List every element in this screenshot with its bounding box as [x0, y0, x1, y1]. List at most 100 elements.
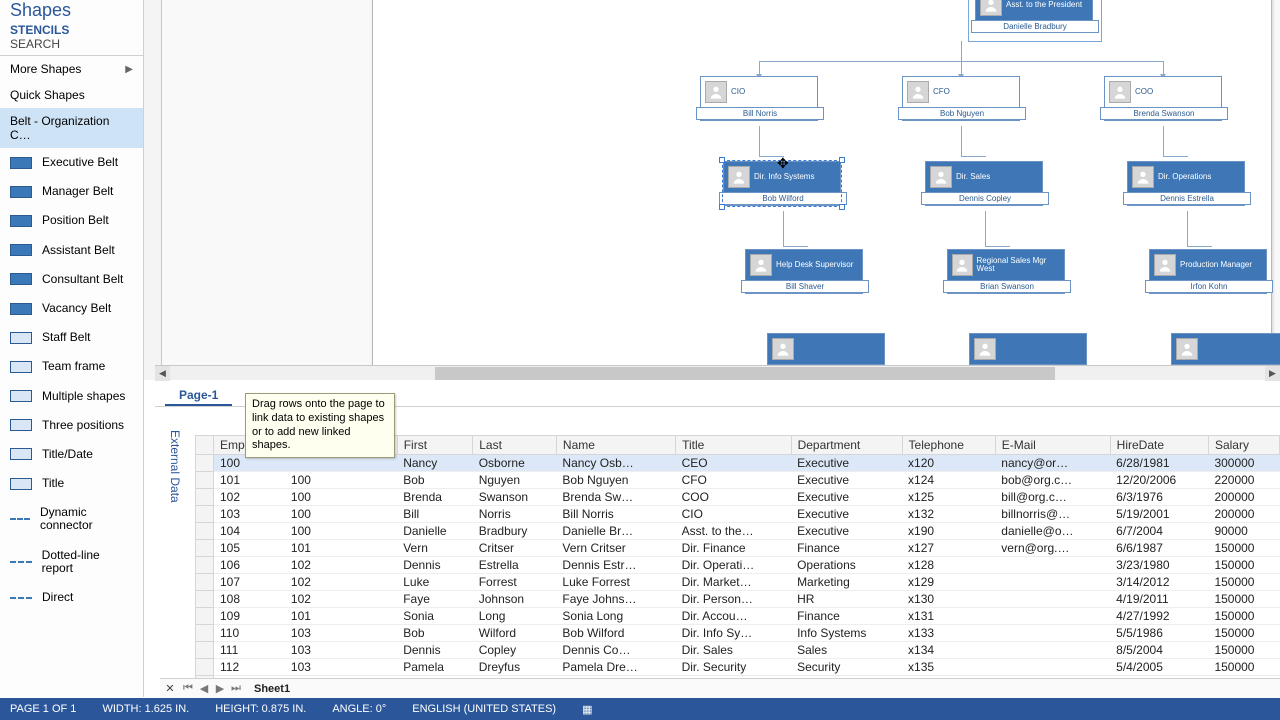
- shape-item[interactable]: Team frame: [0, 352, 143, 381]
- org-node-coo[interactable]: COOBrenda Swanson: [1104, 76, 1222, 121]
- status-height: HEIGHT: 0.875 IN.: [215, 703, 306, 715]
- macro-icon[interactable]: ▦: [582, 703, 592, 716]
- org-node-help[interactable]: Help Desk SupervisorBill Shaver: [745, 249, 863, 294]
- table-row[interactable]: 112103PamelaDreyfusPamela Dre…Dir. Secur…: [196, 659, 1280, 676]
- table-cell: 5/5/1986: [1110, 625, 1208, 642]
- column-header[interactable]: Title: [676, 436, 792, 455]
- tab-page-1[interactable]: Page-1: [165, 386, 232, 406]
- table-cell: Asst. to the…: [676, 523, 792, 540]
- table-row[interactable]: 105101VernCritserVern CritserDir. Financ…: [196, 540, 1280, 557]
- shape-item[interactable]: Three positions: [0, 411, 143, 440]
- table-cell: Dir. Operati…: [676, 557, 792, 574]
- shape-swatch-icon: [10, 332, 32, 344]
- table-cell: Bill: [397, 506, 473, 523]
- external-data-grid[interactable]: Empl…SupervisorIDFirstLastNameTitleDepar…: [195, 435, 1280, 678]
- sheet-prev-button[interactable]: ◀: [196, 682, 212, 695]
- org-node-cut2[interactable]: [969, 333, 1087, 365]
- horizontal-scrollbar[interactable]: ◀ ▶: [155, 365, 1280, 380]
- table-cell: Dir. Info Sy…: [676, 625, 792, 642]
- stencil-selected[interactable]: Belt - Organization C…: [0, 108, 143, 148]
- org-node-cfo[interactable]: CFOBob Nguyen: [902, 76, 1020, 121]
- tab-stencils[interactable]: STENCILS: [10, 23, 69, 37]
- table-cell: Brenda: [397, 489, 473, 506]
- drawing-page[interactable]: Asst. to the President Danielle Bradbury…: [372, 0, 1272, 365]
- column-header[interactable]: First: [397, 436, 473, 455]
- close-external-data-button[interactable]: ✕: [160, 682, 180, 695]
- table-row[interactable]: 111103DennisCopleyDennis Co…Dir. SalesSa…: [196, 642, 1280, 659]
- table-row[interactable]: 108102FayeJohnsonFaye Johns…Dir. Person……: [196, 591, 1280, 608]
- org-node-cio[interactable]: CIOBill Norris: [700, 76, 818, 121]
- sheet-tab[interactable]: Sheet1: [244, 683, 300, 695]
- column-header[interactable]: E-Mail: [995, 436, 1110, 455]
- column-header[interactable]: Department: [791, 436, 902, 455]
- table-row[interactable]: 104100DanielleBradburyDanielle Br…Asst. …: [196, 523, 1280, 540]
- sheet-next-button[interactable]: ▶: [212, 682, 228, 695]
- table-cell: 101: [285, 540, 397, 557]
- table-cell: Dennis Estr…: [556, 557, 675, 574]
- table-row[interactable]: 101100BobNguyenBob NguyenCFOExecutivex12…: [196, 472, 1280, 489]
- quick-shapes[interactable]: Quick Shapes: [0, 82, 143, 108]
- column-header[interactable]: Name: [556, 436, 675, 455]
- table-cell: 6/7/2004: [1110, 523, 1208, 540]
- table-cell: 107: [214, 574, 285, 591]
- shape-item[interactable]: Title/Date: [0, 440, 143, 469]
- shape-swatch-icon: [10, 478, 32, 490]
- table-cell: 5/4/2005: [1110, 659, 1208, 676]
- shape-item[interactable]: Consultant Belt: [0, 265, 143, 294]
- more-shapes-label: More Shapes: [10, 62, 81, 76]
- shape-swatch-icon: [10, 518, 30, 520]
- shape-item[interactable]: Executive Belt: [0, 148, 143, 177]
- shape-item[interactable]: Position Belt: [0, 206, 143, 235]
- shape-item[interactable]: Direct: [0, 583, 143, 612]
- shape-item[interactable]: Assistant Belt: [0, 236, 143, 265]
- shape-item[interactable]: Dynamic connector: [0, 498, 143, 540]
- table-cell: bob@org.c…: [995, 472, 1110, 489]
- column-header[interactable]: HireDate: [1110, 436, 1208, 455]
- table-row[interactable]: 102100BrendaSwansonBrenda Sw…COOExecutiv…: [196, 489, 1280, 506]
- column-header[interactable]: Telephone: [902, 436, 995, 455]
- tab-search[interactable]: SEARCH: [10, 37, 60, 51]
- table-cell: 101: [285, 608, 397, 625]
- table-cell: vern@org.…: [995, 540, 1110, 557]
- shapes-tabs: STENCILS SEARCH: [0, 23, 143, 56]
- scroll-left-button[interactable]: ◀: [155, 366, 170, 381]
- table-row[interactable]: 110103BobWilfordBob WilfordDir. Info Sy……: [196, 625, 1280, 642]
- table-cell: Bill Norris: [556, 506, 675, 523]
- org-node-prod[interactable]: Production ManagerIrfon Kohn: [1149, 249, 1267, 294]
- table-row[interactable]: 103100BillNorrisBill NorrisCIOExecutivex…: [196, 506, 1280, 523]
- sheet-last-button[interactable]: ⏭: [228, 682, 244, 695]
- shape-item[interactable]: Title: [0, 469, 143, 498]
- more-shapes[interactable]: More Shapes ▶: [0, 56, 143, 82]
- shape-swatch-icon: [10, 186, 32, 198]
- shape-swatch-icon: [10, 273, 32, 285]
- org-node-cut1[interactable]: [767, 333, 885, 365]
- org-node-reg[interactable]: Regional Sales Mgr WestBrian Swanson: [947, 249, 1065, 294]
- shape-item[interactable]: Dotted-line report: [0, 541, 143, 583]
- table-row[interactable]: 106102DennisEstrellaDennis Estr…Dir. Ope…: [196, 557, 1280, 574]
- org-node-dsales[interactable]: Dir. SalesDennis Copley: [925, 161, 1043, 206]
- table-row[interactable]: 107102LukeForrestLuke ForrestDir. Market…: [196, 574, 1280, 591]
- table-cell: 109: [214, 608, 285, 625]
- org-node-cut3[interactable]: [1171, 333, 1280, 365]
- sheet-first-button[interactable]: ⏮: [180, 682, 196, 695]
- org-node-dops[interactable]: Dir. OperationsDennis Estrella: [1127, 161, 1245, 206]
- table-cell: Dennis: [397, 557, 473, 574]
- shape-item[interactable]: Multiple shapes: [0, 382, 143, 411]
- shape-item-label: Team frame: [42, 360, 105, 373]
- column-header[interactable]: Salary: [1208, 436, 1279, 455]
- table-cell: 220000: [1208, 472, 1279, 489]
- table-cell: Finance: [791, 608, 902, 625]
- shape-swatch-icon: [10, 419, 32, 431]
- shape-item[interactable]: Manager Belt: [0, 177, 143, 206]
- shape-item[interactable]: Staff Belt: [0, 323, 143, 352]
- column-header[interactable]: Last: [473, 436, 557, 455]
- table-cell: Dennis: [397, 642, 473, 659]
- scroll-right-button[interactable]: ▶: [1265, 366, 1280, 381]
- drawing-canvas[interactable]: Asst. to the President Danielle Bradbury…: [162, 0, 1280, 365]
- table-cell: Executive: [791, 506, 902, 523]
- scroll-thumb[interactable]: [435, 367, 1055, 380]
- table-row[interactable]: 109101SoniaLongSonia LongDir. Accou…Fina…: [196, 608, 1280, 625]
- org-node-dis[interactable]: Dir. Info SystemsBob Wilford ✥: [723, 161, 841, 206]
- table-cell: 150000: [1208, 574, 1279, 591]
- shape-item[interactable]: Vacancy Belt: [0, 294, 143, 323]
